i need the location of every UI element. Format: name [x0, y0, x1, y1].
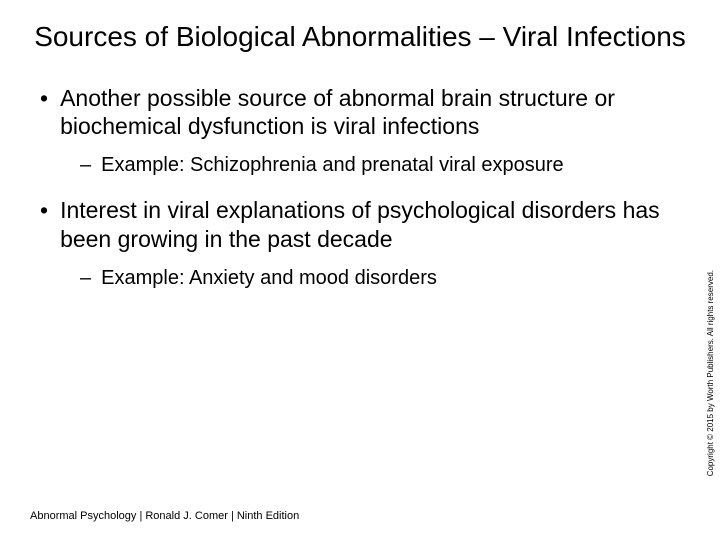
dash-marker: –: [80, 266, 91, 291]
bullet-text: Another possible source of abnormal brai…: [60, 84, 680, 142]
bullet-text: Interest in viral explanations of psycho…: [60, 196, 680, 254]
slide-title: Sources of Biological Abnormalities – Vi…: [30, 20, 690, 54]
copyright-text: Copyright © 2015 by Worth Publishers. Al…: [706, 270, 715, 476]
slide-container: Sources of Biological Abnormalities – Vi…: [0, 0, 720, 540]
content-area: • Another possible source of abnormal br…: [30, 84, 690, 291]
bullet-marker: •: [40, 196, 48, 254]
footer-text: Abnormal Psychology | Ronald J. Comer | …: [30, 510, 299, 522]
dash-marker: –: [80, 153, 91, 178]
bullet-marker: •: [40, 84, 48, 142]
bullet-text: Example: Anxiety and mood disorders: [101, 266, 437, 291]
bullet-text: Example: Schizophrenia and prenatal vira…: [101, 153, 564, 178]
bullet-level-2: – Example: Schizophrenia and prenatal vi…: [80, 153, 680, 178]
bullet-level-2: – Example: Anxiety and mood disorders: [80, 266, 680, 291]
bullet-level-1: • Another possible source of abnormal br…: [40, 84, 680, 142]
bullet-level-1: • Interest in viral explanations of psyc…: [40, 196, 680, 254]
